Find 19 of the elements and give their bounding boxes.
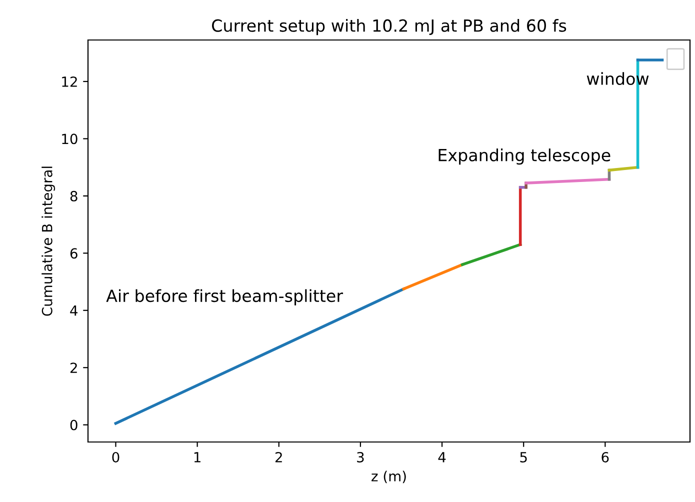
chart-title: Current setup with 10.2 mJ at PB and 60 fs xyxy=(212,19,566,36)
y-tick-label: 0 xyxy=(70,420,78,430)
annotation: Air before first beam-splitter xyxy=(106,289,344,306)
x-tick-label: 0 xyxy=(112,452,120,462)
x-tick-label: 1 xyxy=(194,452,200,462)
x-tick-label: 3 xyxy=(357,452,364,462)
x-tick-label: 2 xyxy=(275,452,282,462)
y-tick-label: 6 xyxy=(70,248,78,259)
y-tick-label: 4 xyxy=(70,306,78,316)
y-tick-label: 8 xyxy=(70,190,78,202)
y-tick-label: 2 xyxy=(70,362,77,373)
x-tick-label: 4 xyxy=(438,452,446,462)
x-axis-title: z (m) xyxy=(372,470,406,484)
y-tick-label: 10 xyxy=(62,134,78,144)
y-tick-label: 12 xyxy=(62,76,77,87)
x-tick-label: 6 xyxy=(602,452,609,462)
x-tick-label: 5 xyxy=(520,452,527,462)
y-axis-title: Cumulative B integral xyxy=(42,166,56,316)
annotation: Expanding telescope xyxy=(438,148,610,165)
